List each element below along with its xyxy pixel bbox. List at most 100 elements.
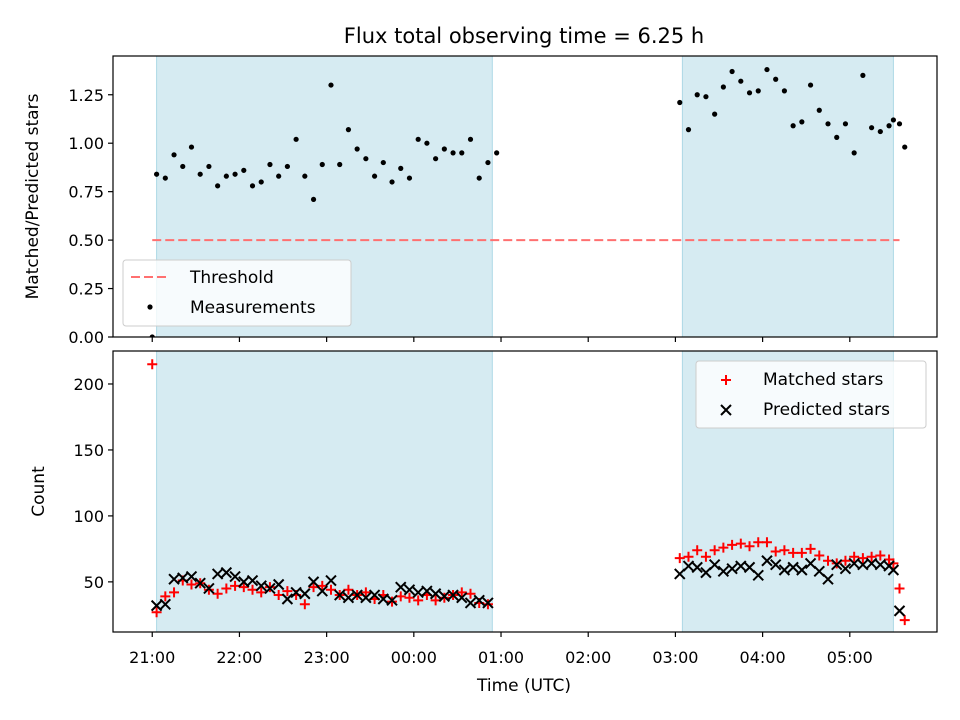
measurement-point [790,123,796,129]
matched-stars-point [709,545,720,556]
matched-stars-point [221,583,232,594]
matched-stars-point [317,580,328,591]
measurement-point [249,183,256,189]
matched-stars-point [866,551,877,562]
matched-stars-point [256,587,267,598]
matched-stars-point [212,588,223,599]
predicted-stars-point [769,559,782,571]
legend-matched-swatch [721,375,731,385]
measurement-point [293,136,299,142]
measurement-point [755,88,761,94]
measurement-point [842,121,849,127]
measurement-point [415,136,421,142]
predicted-stars-point [360,591,372,604]
predicted-stars-point [865,557,878,570]
measurement-point [337,161,343,168]
y-tick-label: 1.00 [68,134,104,153]
x-tick-label: 05:00 [827,648,873,667]
matched-stars-point [465,588,476,599]
matched-stars-point [230,580,241,591]
measurement-point [267,161,273,168]
predicted-stars-point [726,562,738,575]
predicted-stars-point [307,576,320,588]
predicted-stars-point [264,582,276,595]
measurement-point [149,334,155,337]
y-tick-label: 150 [73,441,104,460]
measurement-point [476,175,482,181]
measurement-point [467,136,474,142]
matched-stars-point [299,599,310,610]
predicted-stars-point [255,580,267,592]
matched-stars-point [849,551,860,562]
matched-stars-point [273,590,284,601]
measurement-point [773,76,779,82]
measurement-point [188,144,195,150]
x-tick-label: 02:00 [565,648,611,667]
matched-stars-point [160,591,171,602]
predicted-stars-point [717,565,730,578]
measurement-point [171,152,177,158]
predicted-stars-point [395,581,407,593]
predicted-stars-point [857,559,869,571]
measurement-point [902,144,908,150]
measurement-point [459,150,465,156]
axes-frame [112,350,938,633]
matched-stars-point [899,615,910,626]
predicted-stars-point [377,593,390,605]
x-tick-label: 22:00 [216,648,262,667]
matched-stars-point [894,583,905,594]
measurement-point [896,121,903,127]
matched-stars-point [186,579,197,590]
matched-stars-point [247,584,258,595]
y-axis-label: Matched/Predicted stars [23,93,43,299]
x-tick-label: 01:00 [478,648,524,667]
matched-stars-point [413,595,424,606]
predicted-stars-point [473,594,485,607]
measurement-point [685,127,692,133]
matched-stars-point [360,587,371,598]
measurement-point [738,78,744,84]
predicted-stars-point [342,591,355,604]
predicted-stars-point [177,572,189,584]
predicted-stars-point [246,574,259,587]
legend-box [122,259,352,327]
measurement-point [328,82,334,88]
y-tick-label: 0.00 [68,328,104,347]
measurement-point [284,163,290,170]
measurement-point [729,68,735,75]
measurement-point [807,82,814,88]
predicted-stars-point [220,566,233,579]
ratio-panel: 0.00 0.25 0.50 0.75 1.00 1.25 Matched/Predicte… [23,55,938,347]
matched-stars-point [692,545,703,556]
matched-stars-point [404,592,415,603]
predicted-stars-point [368,589,381,601]
predicted-stars-point [778,564,791,576]
measurement-point [310,196,317,203]
measurement-point [799,119,805,125]
matched-stars-point [456,587,467,598]
matched-stars-point [735,538,746,549]
measurement-point [781,88,788,94]
measurement-point [834,134,840,140]
measurement-point [816,107,822,113]
predicted-stars-point [386,594,398,607]
measurement-point [197,171,203,177]
measurement-point [485,159,491,166]
predicted-stars-point [848,557,860,570]
predicted-stars-point [421,585,433,597]
measurement-point [764,66,770,73]
measurement-point [450,150,456,156]
measurement-point [877,128,883,135]
y-tick-label: 0.75 [68,183,104,202]
predicted-stars-point [752,569,764,581]
measurement-point [398,165,404,171]
measurement-point [886,123,892,129]
predicted-stars-point [150,599,163,612]
predicted-stars-point [429,588,442,600]
matched-stars-point [753,537,764,548]
measurement-point [677,99,683,106]
predicted-stars-point [482,597,494,609]
measurement-point [703,94,709,100]
predicted-stars-point [316,585,328,597]
